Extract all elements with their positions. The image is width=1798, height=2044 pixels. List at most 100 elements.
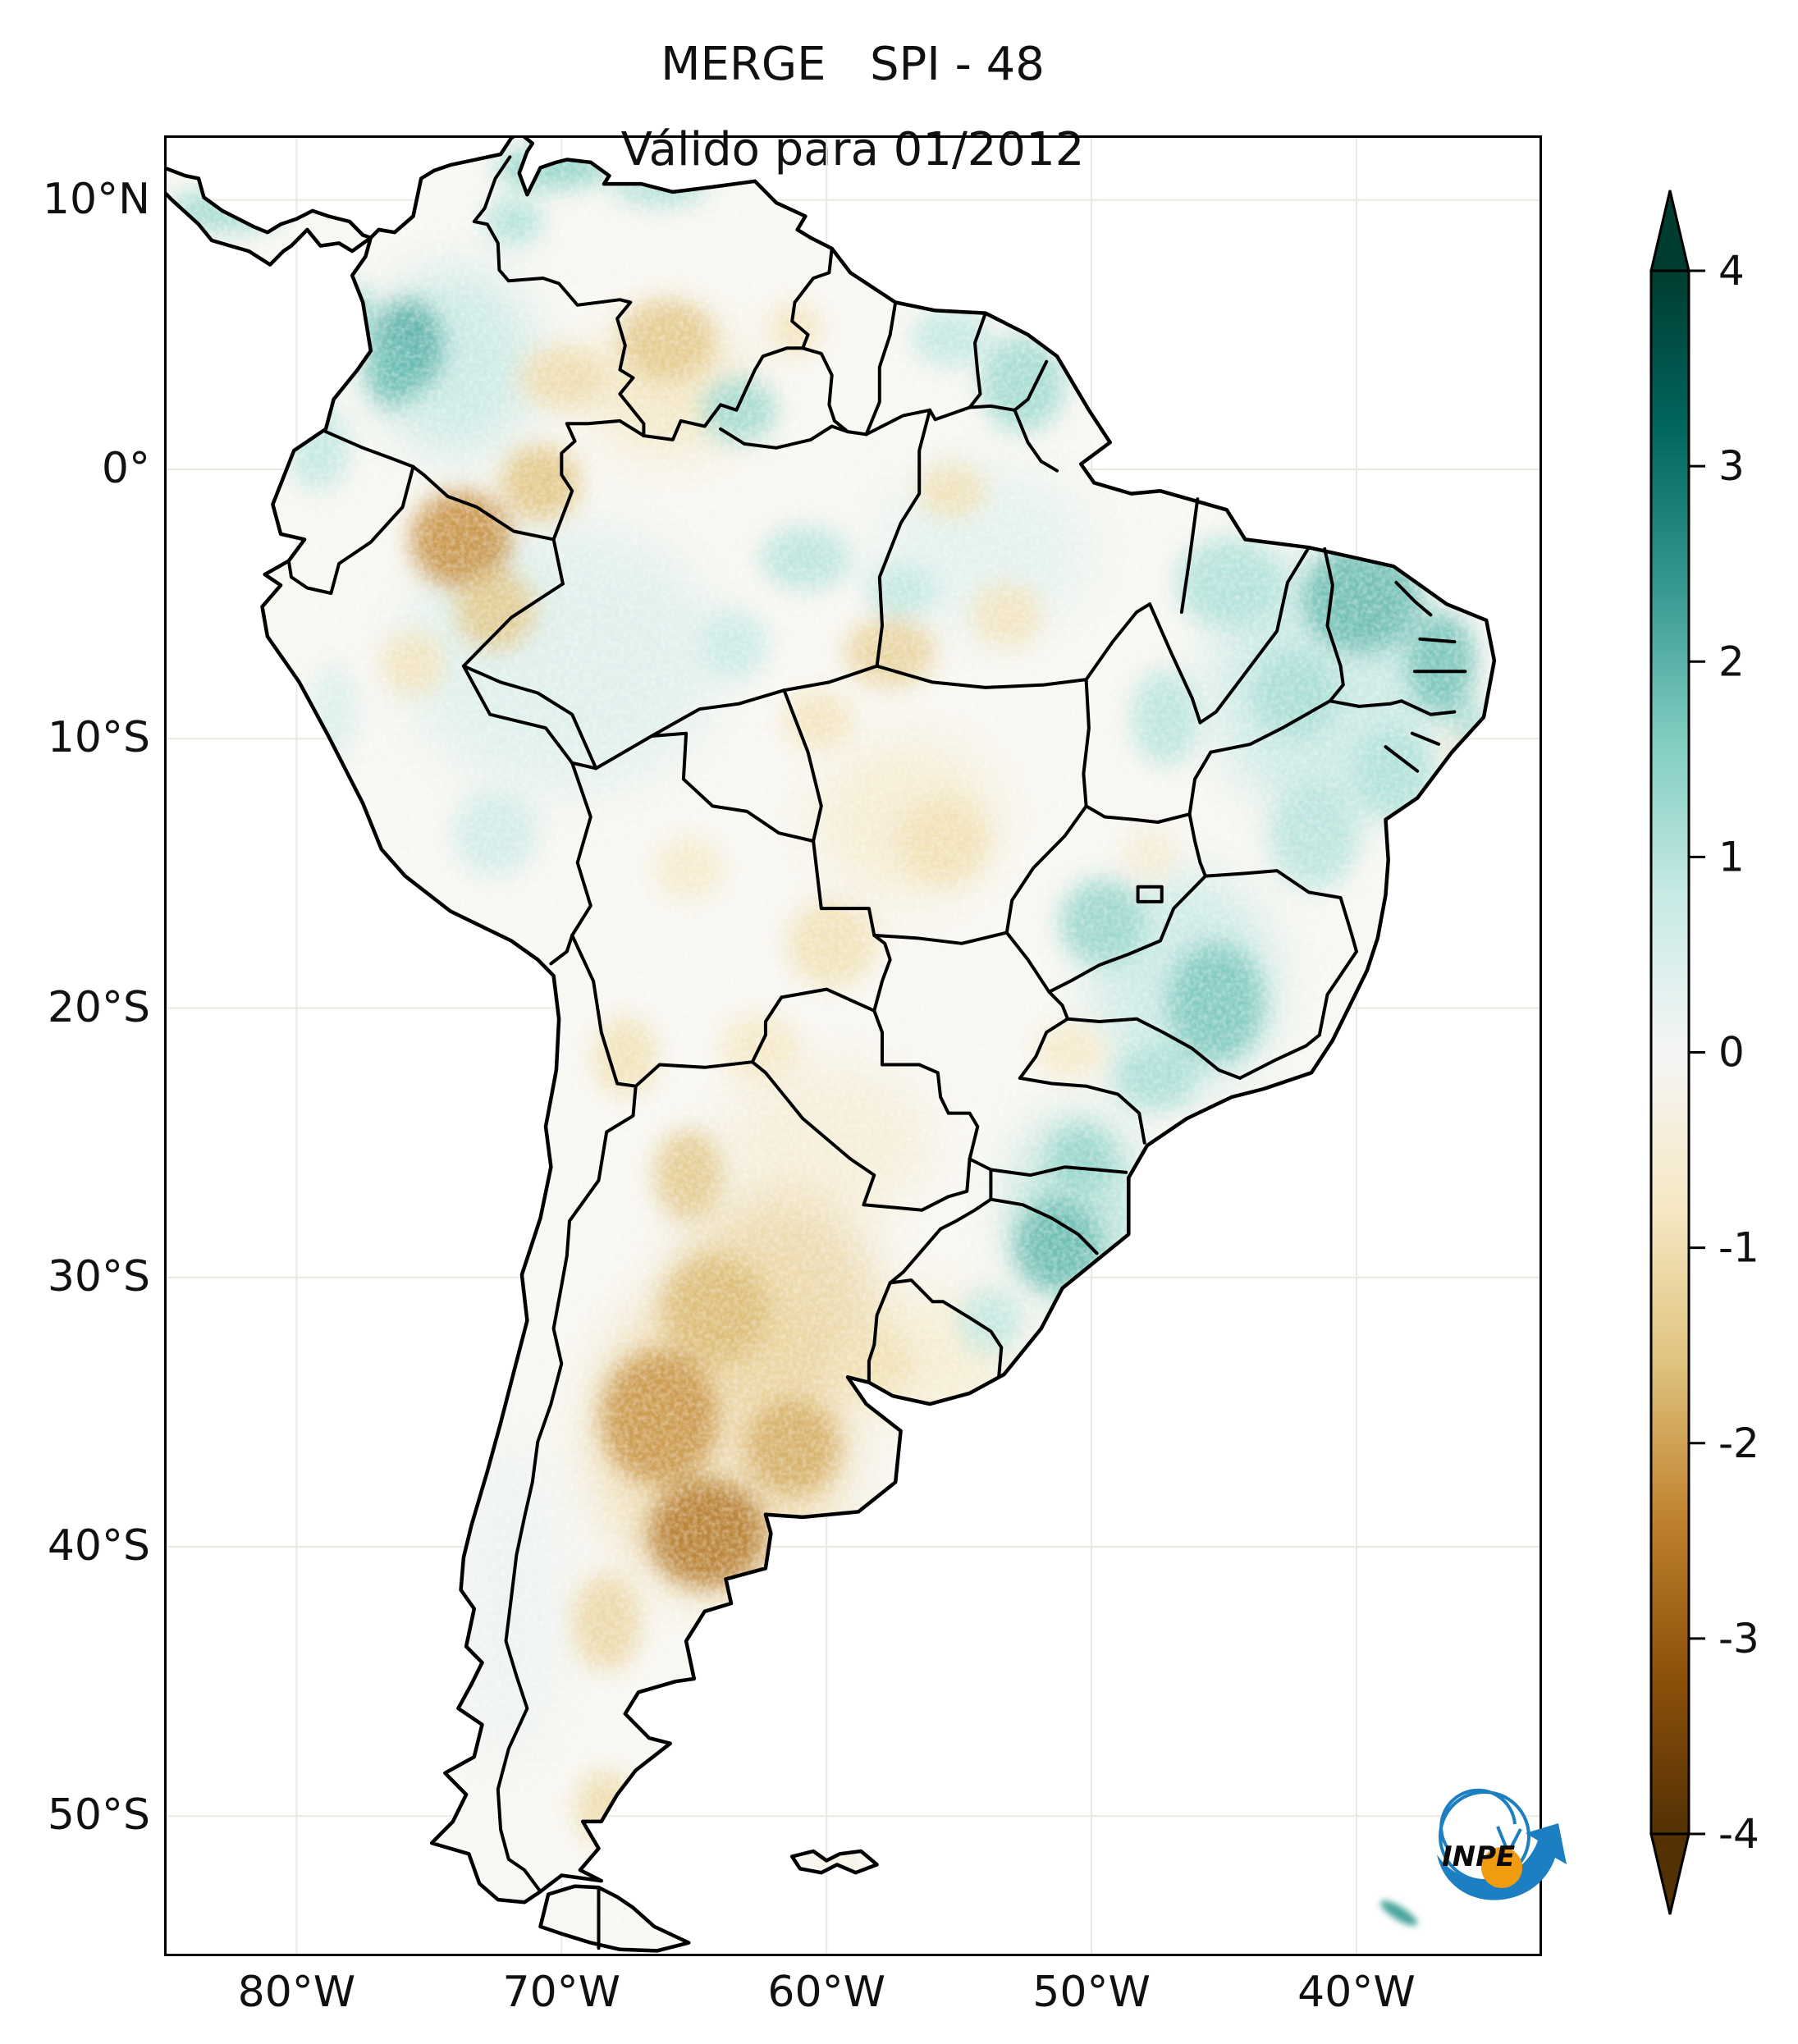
figure-title: MERGE SPI - 48 Válido para 01/2012 bbox=[621, 7, 1085, 208]
inpe-logo-swoosh-arrow bbox=[1437, 1823, 1567, 1900]
colorbar-extend-max-arrow bbox=[1649, 190, 1690, 272]
map-frame bbox=[164, 135, 1542, 1956]
admin-border bbox=[875, 408, 932, 668]
admin-border bbox=[1148, 602, 1202, 725]
admin-border bbox=[1328, 699, 1403, 708]
admin-border bbox=[1203, 869, 1358, 953]
admin-border bbox=[1198, 546, 1311, 725]
coastline-path bbox=[164, 166, 373, 267]
admin-border bbox=[867, 1281, 892, 1384]
admin-border bbox=[324, 430, 415, 469]
admin-border bbox=[790, 246, 834, 350]
lat-tick-label: 10°N bbox=[42, 174, 150, 224]
lon-tick-label: 60°W bbox=[767, 1968, 885, 2017]
admin-border bbox=[872, 931, 1009, 945]
lat-tick-label: 10°S bbox=[47, 713, 150, 763]
admin-border bbox=[1384, 745, 1420, 773]
south-georgia-streak bbox=[1380, 1900, 1418, 1926]
colorbar-gradient-bar bbox=[1649, 269, 1690, 1836]
admin-border bbox=[286, 464, 415, 595]
spi-colorbar: 4 3 2 1 0 -1 -2 -3 -4 bbox=[1649, 190, 1759, 1915]
country-state-borders bbox=[286, 155, 1467, 1950]
admin-border bbox=[888, 1278, 1004, 1379]
colorbar-tick-label: -3 bbox=[1718, 1615, 1759, 1662]
admin-border bbox=[989, 1165, 1128, 1177]
admin-border bbox=[642, 346, 805, 441]
admin-border bbox=[968, 311, 987, 409]
colorbar-tick-label: 4 bbox=[1718, 247, 1745, 295]
colorbar-tick-label: 3 bbox=[1718, 442, 1745, 490]
lat-tick-label: 40°S bbox=[47, 1521, 150, 1571]
admin-border bbox=[872, 1008, 980, 1161]
admin-border bbox=[1082, 678, 1091, 808]
lon-tick-label: 80°W bbox=[237, 1968, 356, 2017]
admin-border bbox=[1066, 1017, 1242, 1080]
admin-border bbox=[1047, 874, 1207, 994]
inpe-logo-text: INPE bbox=[1442, 1841, 1515, 1873]
admin-border bbox=[1179, 497, 1200, 614]
lon-tick-label: 70°W bbox=[502, 1968, 621, 2017]
admin-border bbox=[1317, 949, 1358, 1037]
admin-border bbox=[570, 761, 592, 937]
raster-grain-texture bbox=[164, 135, 1494, 1951]
coastline-path bbox=[789, 1849, 879, 1875]
admin-border bbox=[1004, 931, 1051, 994]
admin-border bbox=[496, 1084, 638, 1894]
admin-border bbox=[551, 418, 646, 586]
coastline-path bbox=[538, 1884, 691, 1953]
colorbar-tick-label: -2 bbox=[1718, 1420, 1759, 1467]
admin-border bbox=[461, 664, 598, 771]
admin-border bbox=[1209, 699, 1332, 754]
admin-border bbox=[989, 1197, 1099, 1255]
colorbar-tick-label: 0 bbox=[1718, 1029, 1745, 1077]
admin-border bbox=[1323, 546, 1343, 668]
title-line-1: MERGE SPI - 48 bbox=[661, 38, 1045, 91]
admin-border bbox=[570, 731, 892, 1013]
admin-border bbox=[1018, 1017, 1069, 1080]
admin-border bbox=[1418, 637, 1457, 644]
lon-tick-label: 40°W bbox=[1297, 1968, 1416, 2017]
title-line-2: Válido para 01/2012 bbox=[620, 123, 1085, 176]
inpe-logo: INPE bbox=[1437, 1788, 1567, 1900]
colorbar-tick-label: -1 bbox=[1718, 1224, 1759, 1272]
admin-border bbox=[1394, 580, 1433, 617]
admin-border bbox=[875, 664, 1088, 689]
admin-border bbox=[750, 1060, 972, 1212]
colorbar-extend-min-arrow bbox=[1649, 1832, 1690, 1915]
admin-border bbox=[570, 933, 638, 1088]
lat-tick-label: 0° bbox=[101, 444, 150, 494]
admin-border bbox=[1018, 1076, 1146, 1145]
south-america-spi-map bbox=[164, 135, 1542, 1956]
coastline-path bbox=[260, 135, 1497, 1905]
south-georgia-island bbox=[1380, 1900, 1418, 1926]
admin-border bbox=[1084, 804, 1192, 824]
lon-tick-label: 50°W bbox=[1032, 1968, 1151, 2017]
admin-border bbox=[888, 1157, 993, 1285]
colorbar-tick-label: 1 bbox=[1718, 833, 1745, 880]
admin-border bbox=[719, 424, 849, 450]
admin-border bbox=[650, 688, 786, 738]
admin-border bbox=[1004, 804, 1088, 935]
admin-border bbox=[1187, 750, 1213, 816]
admin-border bbox=[864, 300, 898, 437]
colorbar-tick-label: 2 bbox=[1718, 638, 1745, 685]
inpe-logo-spiral-arc bbox=[1439, 1788, 1517, 1853]
admin-border bbox=[1136, 885, 1164, 903]
coastline bbox=[164, 135, 1497, 1953]
lat-tick-label: 30°S bbox=[47, 1251, 150, 1301]
admin-border bbox=[782, 688, 823, 843]
admin-border bbox=[1084, 602, 1152, 682]
admin-border bbox=[750, 987, 876, 1064]
admin-border bbox=[1187, 812, 1207, 878]
admin-border bbox=[1238, 1033, 1321, 1080]
admin-border bbox=[411, 464, 556, 542]
lat-tick-label: 50°S bbox=[47, 1790, 150, 1841]
admin-border bbox=[472, 155, 646, 437]
colorbar-tick-label: -4 bbox=[1718, 1810, 1759, 1858]
admin-border bbox=[549, 933, 574, 966]
admin-border bbox=[634, 1060, 754, 1088]
lat-tick-label: 20°S bbox=[47, 982, 150, 1032]
admin-border bbox=[1328, 664, 1345, 703]
admin-border bbox=[782, 664, 879, 693]
